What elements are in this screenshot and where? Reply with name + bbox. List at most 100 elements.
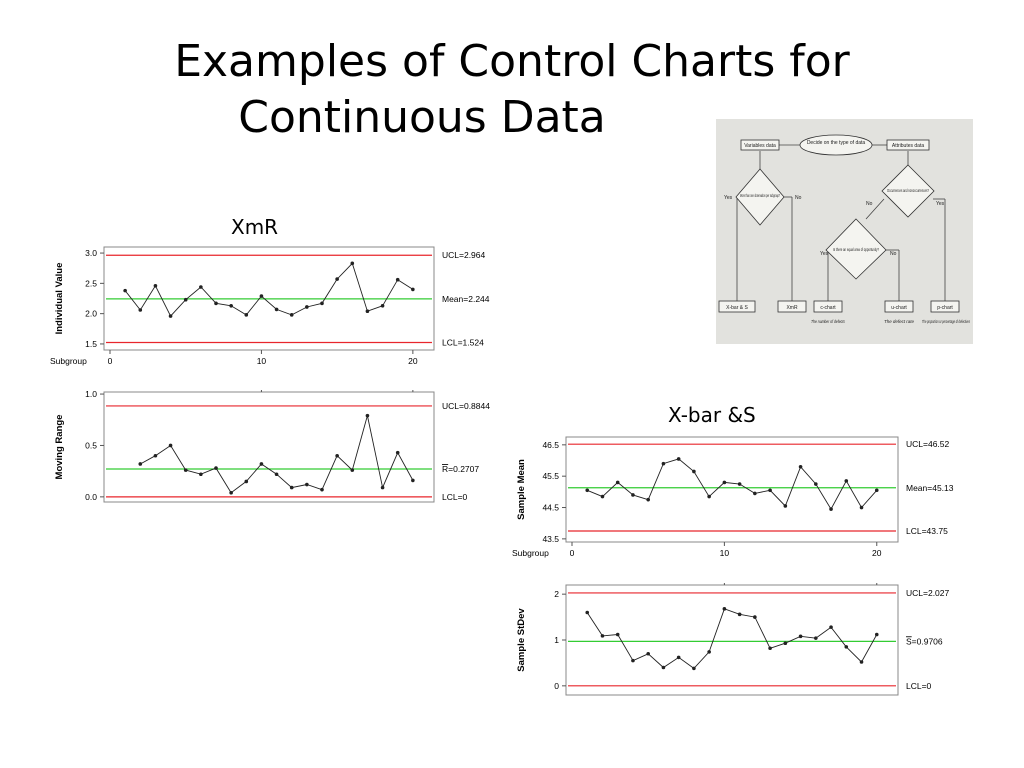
data-point [874,632,879,637]
data-point [814,636,818,640]
y-tick-label: 0 [554,681,559,691]
data-point [183,468,188,472]
data-point [350,261,355,266]
x-tick-label: 20 [872,548,882,558]
x-axis-label: Subgroup [50,356,87,366]
data-point [722,607,727,611]
center-label-symbol: S [906,636,912,646]
center-label: Mean=2.244 [442,294,490,304]
data-point [214,466,218,470]
flowchart-out-c: c-chart [820,305,836,311]
y-tick-label: 2 [554,589,559,599]
lcl-label: LCL=0 [906,681,932,691]
flowchart-out-u: u-chart [891,305,907,311]
data-point [229,303,233,308]
data-point [335,453,339,458]
sample-mean-chart: 43.5 44.5 45.5 46.5 Sample Mean 0 10 20 Subgroup… [512,436,954,558]
y-axis-label: Individual Value [54,263,65,335]
data-point [859,660,864,664]
data-point [722,480,727,485]
data-point [692,666,696,671]
data-point [320,301,324,306]
data-series-line [586,608,878,669]
flowchart-no-2: No [866,201,873,207]
flowchart-subgroup-question: More than one observation per subgroup? [740,193,780,198]
plot-frame [103,391,435,503]
flowchart-variables-label: Variables data [744,143,776,149]
sample-stdev-chart: 0 1 2 Sample StDev UCL=2.027 LCL=0 S=0.9706 [516,583,950,696]
flowchart-note-u: The defect rate [884,319,915,324]
data-point [183,297,188,302]
data-point [768,646,772,651]
data-point [615,632,620,637]
data-point [244,479,249,484]
flowchart-note-c: The number of defects [811,319,846,324]
data-point [615,480,620,485]
y-tick-label: 1.5 [85,339,97,349]
flowchart-yes-3: Yes [820,251,829,257]
flowchart-yes-1: Yes [724,195,733,201]
y-axis-label: Sample StDev [516,608,527,672]
data-point [585,610,590,615]
flowchart-attributes-node [886,139,930,151]
flowchart-opportunity-decision [825,218,887,280]
data-point [585,488,590,493]
flowchart-yes-2: Yes [936,201,945,207]
data-point [600,634,605,638]
data-point [214,301,218,306]
flowchart-occurrence-decision [881,164,935,218]
data-point [646,497,650,502]
data-point [798,464,803,469]
data-point [274,472,279,477]
data-point [661,461,666,466]
data-point [244,313,249,317]
title-line-1: Examples of Control Charts for [174,36,850,87]
ucl-label: UCL=46.52 [906,439,950,449]
data-point [631,493,635,497]
data-point [737,612,742,617]
x-tick-label: 0 [570,548,575,558]
x-tick-label: 10 [257,356,267,366]
data-point [646,651,650,656]
flowchart-connectors [736,144,946,301]
data-series-line [587,458,878,511]
data-point [168,443,173,448]
flowchart-out-xmr: XmR [786,305,798,311]
y-axis-label: Sample Mean [516,459,527,520]
flowchart-variables-node [740,139,780,151]
data-point [411,287,415,292]
flowchart-out-xmr-box [777,300,807,313]
flowchart-out-p-box [930,300,960,313]
lcl-label: LCL=43.75 [906,526,948,536]
plot-frame [565,584,899,696]
center-label: R=0.2707 [442,464,479,474]
data-point [274,307,279,312]
data-point [844,645,849,649]
data-point [707,494,711,499]
x-tick-label: 20 [408,356,418,366]
ucl-label: UCL=2.027 [906,588,950,598]
data-point [874,488,879,493]
data-point [395,277,400,282]
flowchart-occurrence-question: Occurrences and nonoccurrences? [887,188,929,193]
data-point [829,625,833,629]
title-line-2: Continuous Data [238,92,606,143]
data-point [168,314,173,318]
data-point [753,615,757,619]
data-point [676,457,681,461]
data-point [365,413,370,418]
data-point [380,303,385,308]
center-label-symbol: R [442,464,448,474]
y-tick-label: 2.0 [85,309,97,319]
y-tick-label: 2.5 [85,278,97,288]
plot-frame [565,436,899,543]
y-tick-label: 0.5 [85,440,97,450]
flowchart-start-label: Decide on the type of data [807,140,866,146]
data-point [676,655,681,660]
individuals-chart: 1.5 2.0 2.5 3.0 Individual Value 0 10 20 Subgrou… [50,246,490,366]
lcl-label: LCL=1.524 [442,337,484,347]
y-tick-label: 43.5 [542,534,559,544]
data-point [798,634,803,639]
center-label-value: =0.9706 [912,636,943,646]
center-label-value: =0.2707 [448,464,479,474]
